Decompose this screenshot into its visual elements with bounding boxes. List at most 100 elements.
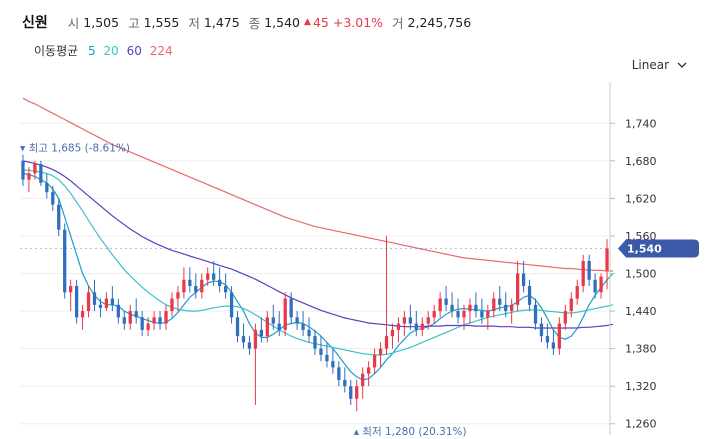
ma-5-label[interactable]: 5	[88, 44, 96, 58]
candle	[98, 298, 103, 318]
candle-body	[408, 317, 412, 324]
high-value: 1,555	[143, 14, 180, 30]
candle-body	[504, 304, 508, 312]
candle-body	[21, 160, 25, 180]
candle	[200, 273, 204, 299]
moving-average-legend: 이동평균 5 20 60 224	[34, 42, 177, 59]
change-value: 45	[312, 14, 329, 30]
candle	[271, 304, 275, 330]
candle	[265, 311, 269, 343]
candle	[128, 304, 132, 330]
candle	[176, 286, 180, 312]
candle-body	[158, 317, 162, 324]
candle	[533, 298, 538, 330]
low-value: 1,475	[203, 14, 240, 30]
candle-body	[289, 298, 293, 318]
close-value: 1,540	[264, 14, 301, 30]
candle	[122, 311, 126, 330]
ma-224-label[interactable]: 224	[149, 44, 173, 58]
candle	[206, 267, 210, 287]
candle	[188, 267, 192, 293]
candle	[212, 261, 216, 287]
candle-body	[253, 329, 258, 349]
candle	[21, 154, 25, 186]
candle-body	[104, 298, 109, 308]
candle	[438, 292, 442, 318]
volume-value: 2,245,756	[407, 14, 472, 30]
candle	[492, 292, 496, 318]
candle	[450, 292, 454, 318]
candle	[581, 254, 585, 293]
candle	[140, 311, 144, 337]
candle-body	[235, 317, 240, 337]
candle-body	[223, 286, 228, 293]
volume-label: 거	[392, 15, 404, 31]
candle-body	[319, 348, 323, 355]
candle-body	[527, 286, 532, 305]
candle	[39, 160, 43, 186]
stock-name: 신원	[22, 15, 48, 31]
candle	[510, 298, 514, 324]
candle-body	[432, 311, 436, 318]
candle-body	[265, 317, 269, 337]
candle-body	[545, 336, 550, 343]
chevron-down-icon	[677, 62, 687, 68]
candle-body	[444, 298, 448, 305]
candle	[575, 279, 579, 305]
change-percent: +3.01%	[332, 14, 384, 30]
quote-header: 신원 시 1,505 고 1,555 저 1,475 종 1,540 ▲ 45 …	[22, 12, 480, 32]
candle	[223, 273, 228, 299]
candle-body	[271, 317, 275, 324]
candle	[539, 317, 544, 343]
scale-toggle-button[interactable]: Linear	[632, 58, 687, 72]
candle-body	[372, 354, 377, 368]
candle-body	[355, 386, 359, 399]
candle	[551, 329, 556, 355]
candle	[504, 292, 508, 318]
y-tick-label: 1,680	[625, 155, 657, 168]
candle	[426, 311, 430, 330]
candle-body	[164, 311, 168, 324]
candle	[74, 279, 79, 324]
candle-body	[575, 286, 579, 299]
candle	[605, 239, 609, 290]
candle	[146, 317, 150, 337]
open-value: 1,505	[83, 14, 120, 30]
candle	[462, 304, 466, 330]
candle-body	[337, 367, 341, 380]
ma-20-label[interactable]: 20	[103, 44, 119, 58]
candle	[241, 323, 246, 349]
candle	[599, 273, 603, 299]
candle	[110, 286, 115, 312]
annotations: ▾ 최고 1,685 (-8.61%) ▴ 최저 1,280 (20.31%) 1,…	[20, 143, 699, 438]
candle-body	[492, 298, 496, 312]
candle	[408, 304, 412, 330]
candle	[414, 311, 418, 337]
y-tick-label: 1,320	[625, 380, 657, 393]
ma-60-label[interactable]: 60	[126, 44, 142, 58]
candle	[361, 367, 365, 399]
candle	[325, 342, 329, 368]
candle-body	[98, 304, 103, 308]
candle-body	[110, 298, 115, 305]
candle-body	[80, 311, 85, 318]
candle-body	[140, 317, 144, 330]
candle	[57, 198, 61, 236]
scale-toggle-label: Linear	[631, 58, 669, 72]
candle	[69, 279, 73, 312]
candle	[218, 267, 222, 293]
candle-body	[474, 304, 478, 312]
candle	[444, 286, 448, 312]
candle	[521, 261, 526, 293]
candle-body	[206, 273, 210, 280]
moving-average-lines	[22, 97, 614, 381]
candle	[366, 361, 371, 387]
candle	[456, 298, 460, 324]
y-tick-label: 1,440	[625, 305, 657, 318]
candle	[480, 298, 484, 324]
candle-body	[366, 367, 371, 374]
candle-body	[402, 317, 407, 324]
candle-body	[498, 298, 502, 305]
candle	[355, 379, 359, 412]
